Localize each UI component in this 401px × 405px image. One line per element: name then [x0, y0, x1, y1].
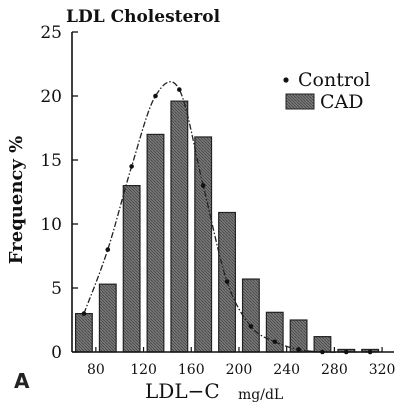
point-control — [248, 324, 254, 329]
chart-title: LDL Cholesterol — [66, 7, 221, 27]
bar-cad — [313, 336, 332, 353]
point-control — [153, 93, 158, 99]
bar-cad — [241, 278, 260, 353]
point-control — [296, 347, 301, 352]
bar-cad — [170, 100, 189, 353]
bar-cad — [194, 136, 213, 353]
bar-cad — [265, 311, 284, 353]
x-tick-label: 200 — [226, 362, 253, 378]
y-axis-title: Frequency % — [6, 136, 27, 264]
y-tick-label: 15 — [40, 151, 62, 171]
point-control — [177, 87, 182, 92]
legend-marker-cad — [285, 93, 315, 110]
bar-cad — [74, 313, 93, 353]
point-control — [200, 183, 206, 188]
legend-label-control: Control — [298, 69, 370, 91]
y-tick-label: 25 — [40, 23, 62, 43]
x-tick-label: 320 — [369, 362, 396, 378]
point-control — [105, 247, 111, 252]
point-control — [272, 339, 278, 345]
y-tick-label: 20 — [40, 87, 62, 107]
legend-marker-control — [283, 77, 289, 83]
x-tick-label: 160 — [178, 362, 205, 378]
bar-cad — [122, 185, 141, 353]
point-control — [81, 311, 87, 316]
y-tick-label: 5 — [51, 279, 62, 299]
panel-label: A — [14, 369, 30, 393]
bar-cad — [146, 133, 165, 353]
x-axis-title: LDL−C — [145, 379, 220, 403]
bar-cad — [98, 283, 117, 353]
x-tick-label: 80 — [87, 362, 105, 378]
x-tick-label: 120 — [130, 362, 157, 378]
point-control — [129, 164, 134, 169]
x-axis-unit: mg/dL — [238, 387, 283, 403]
legend-label-cad: CAD — [320, 91, 364, 113]
y-tick-label: 10 — [40, 215, 62, 235]
x-tick-label: 240 — [273, 362, 300, 378]
y-tick-label: 0 — [51, 343, 62, 363]
point-control — [224, 279, 230, 284]
x-tick-label: 280 — [321, 362, 348, 378]
